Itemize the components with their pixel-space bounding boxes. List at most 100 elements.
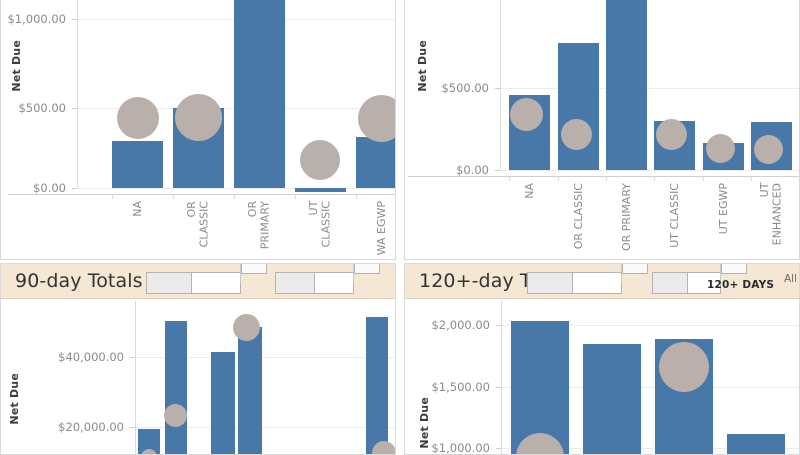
gridline-2000 xyxy=(501,325,800,326)
legend-all-label[interactable]: All xyxy=(784,273,798,285)
quick-filter-value[interactable] xyxy=(192,273,240,293)
overlay-circle[interactable] xyxy=(372,441,396,455)
x-axis-label: NA xyxy=(523,183,536,199)
quick-filter-stem xyxy=(240,263,241,283)
quick-filter-1[interactable] xyxy=(146,263,267,294)
x-label-line: UT CLASSIC xyxy=(668,183,681,248)
quick-filter-left-swatch[interactable] xyxy=(276,273,315,293)
bar[interactable] xyxy=(366,317,388,455)
quick-filter-2[interactable] xyxy=(275,263,380,294)
panel-top-left: Net Due $1,000.00 $500.00 $0.00 xyxy=(0,0,396,260)
bar[interactable] xyxy=(727,434,785,455)
quick-filter-handle-icon[interactable] xyxy=(721,263,747,274)
y-axis-line xyxy=(135,301,136,455)
y-tickmark-1000 xyxy=(72,19,77,20)
bar[interactable] xyxy=(606,0,647,170)
overlay-circle[interactable] xyxy=(659,342,709,392)
overlay-circle[interactable] xyxy=(510,98,543,131)
y-tick-label: $0.00 xyxy=(456,163,489,177)
bar[interactable] xyxy=(583,344,641,455)
quick-filter-left-swatch[interactable] xyxy=(528,273,573,293)
x-tickmark xyxy=(173,195,174,199)
quick-filter-value[interactable] xyxy=(573,273,621,293)
overlay-circle[interactable] xyxy=(706,134,735,163)
x-axis-line xyxy=(408,176,800,177)
chart-top-right: Net Due $500.00 $0.00 xyxy=(404,0,800,260)
gridline-1500 xyxy=(501,387,800,388)
bar[interactable] xyxy=(511,321,569,455)
quick-filter-value[interactable] xyxy=(688,273,720,293)
quick-filter-left-swatch[interactable] xyxy=(147,273,192,293)
bar[interactable] xyxy=(112,141,163,188)
quick-filter-box[interactable] xyxy=(146,272,241,294)
overlay-circle[interactable] xyxy=(358,95,396,142)
x-label-line: UT xyxy=(758,183,771,198)
quick-filter-box[interactable] xyxy=(275,272,354,294)
overlay-circle[interactable] xyxy=(233,314,260,341)
y-tick-label: $500.00 xyxy=(441,81,489,95)
x-tickmark xyxy=(703,177,704,181)
x-tickmark xyxy=(751,177,752,181)
panel-title-bar-120day: 120+-day Totals xyxy=(404,263,800,299)
legend-caption: 120+ DAYS xyxy=(707,279,775,291)
bar[interactable] xyxy=(238,327,262,455)
bar[interactable] xyxy=(211,352,235,455)
quick-filter-stem xyxy=(720,263,721,283)
overlay-circle[interactable] xyxy=(656,119,687,150)
x-tickmark xyxy=(295,195,296,199)
x-label-line: OR CLASSIC xyxy=(572,183,585,250)
x-axis-label: UT CLASSIC xyxy=(307,201,333,247)
x-axis-label: OR PRIMARY xyxy=(246,201,272,250)
x-tickmark xyxy=(509,177,510,181)
bar[interactable] xyxy=(165,321,187,455)
quick-filter-handle-icon[interactable] xyxy=(241,263,267,274)
x-tickmark xyxy=(356,195,357,199)
overlay-circle[interactable] xyxy=(300,140,340,180)
y-axis-line xyxy=(500,0,501,170)
quick-filter-1[interactable] xyxy=(527,263,648,294)
quick-filter-value[interactable] xyxy=(315,273,353,293)
y-axis-title: Net Due xyxy=(8,373,21,425)
quick-filter-handle-icon[interactable] xyxy=(354,263,380,274)
x-label-line: NA xyxy=(131,201,144,217)
panel-title: 90-day Totals xyxy=(15,270,143,292)
bar[interactable] xyxy=(138,429,160,455)
overlay-circle[interactable] xyxy=(175,94,222,141)
x-label-line: ENHANCED xyxy=(770,183,784,246)
gridline-0 xyxy=(500,170,800,171)
chart-bottom-left: Net Due $40,000.00 $20,000.00 xyxy=(0,301,396,455)
overlay-circle[interactable] xyxy=(561,119,592,150)
quick-filter-box[interactable] xyxy=(527,272,622,294)
y-axis-line xyxy=(501,301,502,455)
y-axis-line xyxy=(77,0,78,188)
bar[interactable] xyxy=(356,137,396,188)
overlay-circle[interactable] xyxy=(754,135,783,164)
x-tickmark xyxy=(558,177,559,181)
y-tickmark-40000 xyxy=(130,357,135,358)
y-tick-label: $1,000.00 xyxy=(431,441,490,455)
bar[interactable] xyxy=(558,43,599,170)
panel-top-right: Net Due $500.00 $0.00 xyxy=(404,0,800,260)
overlay-circle[interactable] xyxy=(164,404,187,427)
panel-bottom-right: 120+-day Totals xyxy=(404,263,800,455)
quick-filter-left-swatch[interactable] xyxy=(653,273,688,293)
y-tickmark-500 xyxy=(72,108,77,109)
y-tick-label: $40,000.00 xyxy=(58,350,124,364)
y-tick-label: $500.00 xyxy=(18,101,66,115)
quick-filter-handle-icon[interactable] xyxy=(622,263,648,274)
x-axis-line xyxy=(8,194,396,195)
gridline-40000 xyxy=(135,357,396,358)
y-axis-title: Net Due xyxy=(10,40,23,92)
chart-bottom-right: Net Due $2,000.00 $1,500.00 $1,000.00 xyxy=(404,301,800,455)
x-label-line: PRIMARY xyxy=(258,201,272,250)
x-label-line: OR PRIMARY xyxy=(620,183,633,251)
bar[interactable] xyxy=(295,188,346,192)
y-tick-label: $0.00 xyxy=(33,181,66,195)
quick-filter-2[interactable] xyxy=(652,263,747,294)
overlay-circle[interactable] xyxy=(117,97,159,139)
bar[interactable] xyxy=(234,0,285,188)
quick-filter-box[interactable] xyxy=(652,272,721,294)
y-tick-label: $20,000.00 xyxy=(58,420,124,434)
panel-title-bar-90day: 90-day Totals xyxy=(0,263,396,299)
x-axis-label: UT EGWP xyxy=(717,183,730,234)
